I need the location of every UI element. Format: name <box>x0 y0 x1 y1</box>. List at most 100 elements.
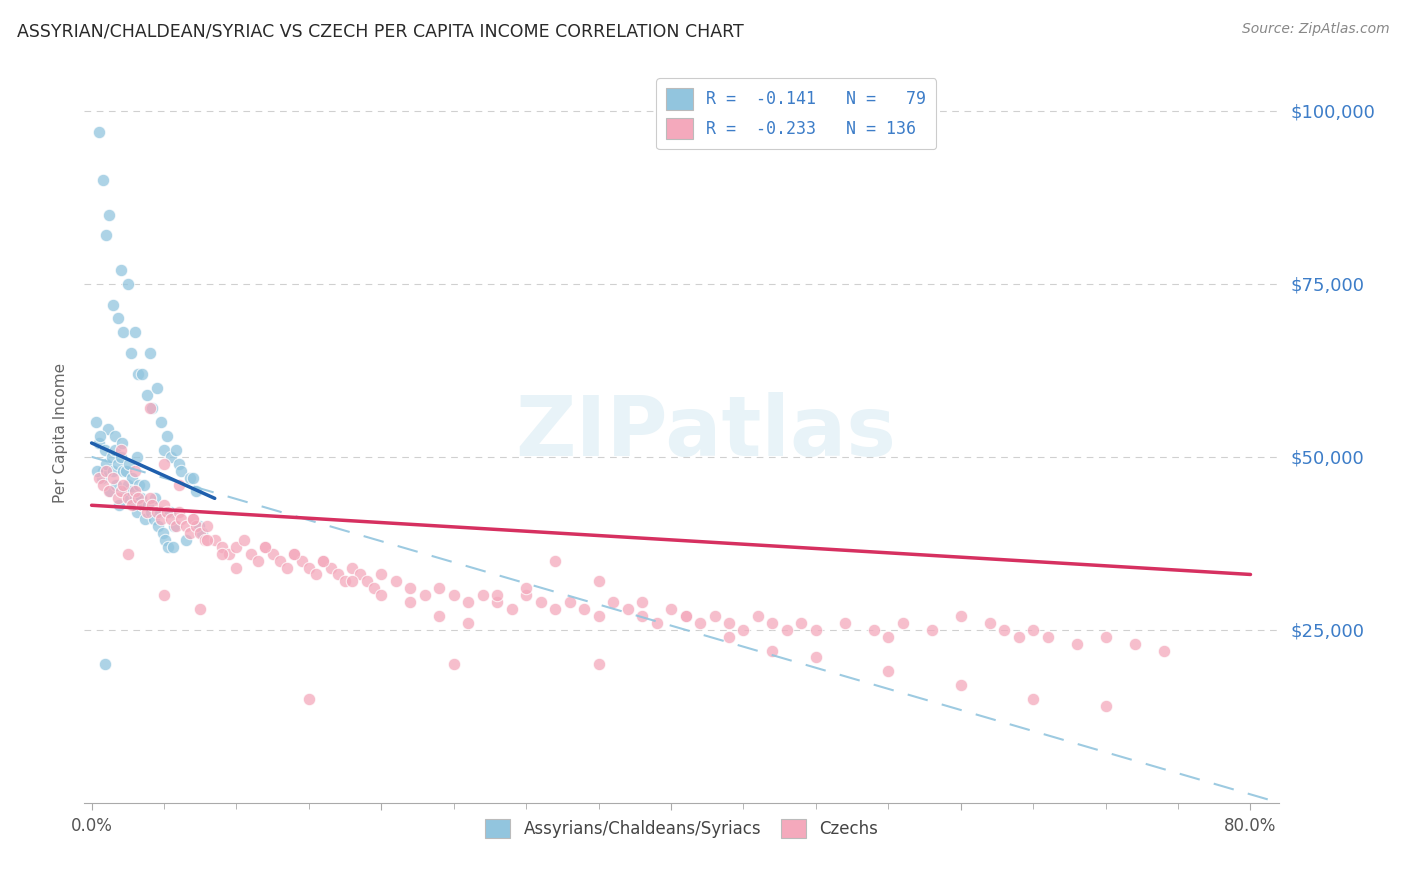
Point <box>174 533 197 547</box>
Point <box>91 477 114 491</box>
Point <box>98 484 121 499</box>
Point <box>90 470 112 484</box>
Point <box>443 657 465 672</box>
Point <box>761 615 783 630</box>
Point <box>170 464 193 478</box>
Point <box>877 630 900 644</box>
Point <box>291 554 314 568</box>
Point <box>254 540 277 554</box>
Point <box>631 595 654 609</box>
Point <box>790 615 813 630</box>
Point <box>108 498 131 512</box>
Point <box>1123 637 1146 651</box>
Point <box>174 519 197 533</box>
Point <box>87 436 110 450</box>
Point <box>486 595 509 609</box>
Point <box>188 525 211 540</box>
Point <box>776 623 799 637</box>
Point <box>356 574 378 589</box>
Point <box>804 623 827 637</box>
Point <box>283 547 305 561</box>
Point <box>190 525 212 540</box>
Point <box>427 582 450 596</box>
Point <box>138 346 160 360</box>
Point <box>197 533 219 547</box>
Point <box>645 615 668 630</box>
Point <box>112 464 135 478</box>
Point <box>153 457 176 471</box>
Point <box>87 125 110 139</box>
Point <box>160 512 183 526</box>
Point <box>747 609 769 624</box>
Point <box>93 657 115 672</box>
Point <box>1022 623 1045 637</box>
Point <box>305 567 328 582</box>
Point <box>93 442 115 457</box>
Point <box>103 464 125 478</box>
Point <box>413 588 436 602</box>
Point <box>675 609 697 624</box>
Point <box>1094 630 1116 644</box>
Point <box>121 470 143 484</box>
Point <box>112 326 135 340</box>
Point <box>515 582 537 596</box>
Point <box>269 554 291 568</box>
Point <box>225 540 247 554</box>
Point <box>134 512 156 526</box>
Point <box>117 491 139 506</box>
Point <box>558 595 581 609</box>
Point <box>457 615 479 630</box>
Point <box>111 436 134 450</box>
Point <box>117 277 139 291</box>
Point <box>675 609 697 624</box>
Point <box>117 477 139 491</box>
Text: Source: ZipAtlas.com: Source: ZipAtlas.com <box>1241 22 1389 37</box>
Point <box>135 387 157 401</box>
Point <box>486 588 509 602</box>
Point <box>298 560 321 574</box>
Point <box>187 519 209 533</box>
Point <box>120 346 142 360</box>
Point <box>342 560 364 574</box>
Point <box>150 415 173 429</box>
Point <box>146 381 169 395</box>
Point <box>167 457 190 471</box>
Point <box>100 484 122 499</box>
Point <box>160 450 183 464</box>
Point <box>181 512 204 526</box>
Point <box>717 630 740 644</box>
Point <box>118 457 141 471</box>
Point <box>834 615 856 630</box>
Point <box>385 574 408 589</box>
Point <box>349 567 371 582</box>
Point <box>733 623 755 637</box>
Point <box>167 505 190 519</box>
Point <box>103 470 125 484</box>
Point <box>101 450 124 464</box>
Point <box>125 505 148 519</box>
Point <box>128 477 150 491</box>
Point <box>132 477 155 491</box>
Point <box>141 401 163 416</box>
Point <box>153 588 176 602</box>
Point <box>107 311 129 326</box>
Point <box>181 512 204 526</box>
Point <box>1022 692 1045 706</box>
Point <box>112 477 135 491</box>
Point <box>319 560 342 574</box>
Point <box>146 505 169 519</box>
Point <box>184 484 207 499</box>
Point <box>949 678 972 692</box>
Point <box>110 442 132 457</box>
Point <box>993 623 1015 637</box>
Point <box>891 615 914 630</box>
Point <box>125 450 148 464</box>
Point <box>572 602 595 616</box>
Point <box>276 560 298 574</box>
Point <box>1036 630 1059 644</box>
Point <box>501 602 523 616</box>
Point <box>98 208 121 222</box>
Point <box>94 457 117 471</box>
Point <box>131 498 153 512</box>
Point <box>157 540 180 554</box>
